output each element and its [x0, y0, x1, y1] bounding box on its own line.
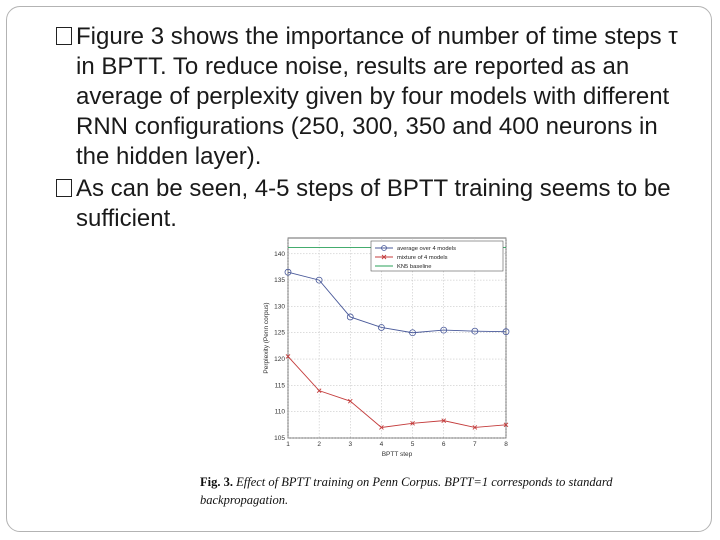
- data-point: [472, 425, 478, 430]
- bullet-item: As can be seen, 4-5 steps of BPTT traini…: [56, 174, 696, 234]
- x-tick-label: 7: [473, 441, 477, 448]
- figure-caption: Fig. 3. Effect of BPTT training on Penn …: [200, 473, 620, 509]
- caption-body: Effect of BPTT training on Penn Corpus. …: [200, 475, 613, 507]
- bptt-perplexity-chart: 105 110 115 120 125 130 135 140 1 2 3 4 5 6 7 8 BPTT ste…: [263, 237, 510, 458]
- y-tick-label: 110: [275, 409, 286, 416]
- legend-marker: [381, 254, 387, 260]
- data-point: [503, 422, 509, 428]
- data-point: [441, 418, 447, 423]
- x-tick-label: 5: [411, 441, 415, 448]
- y-tick-label: 135: [274, 277, 285, 284]
- x-axis-label: BPTT step: [382, 451, 413, 458]
- y-tick-label: 120: [274, 356, 285, 363]
- data-point: [284, 268, 292, 276]
- bullet-item: Figure 3 shows the importance of number …: [56, 22, 696, 172]
- data-point: [346, 313, 354, 321]
- bullet-list: Figure 3 shows the importance of number …: [56, 22, 696, 236]
- data-point: [379, 425, 384, 430]
- x-tick-label: 4: [380, 441, 384, 448]
- legend-marker: [381, 245, 387, 251]
- bullet-text: Figure 3 shows the importance of number …: [76, 23, 678, 170]
- data-point: [471, 327, 479, 335]
- y-tick-label: 130: [274, 303, 285, 310]
- data-point: [409, 329, 416, 337]
- x-tick-label: 3: [348, 441, 352, 448]
- data-point: [347, 398, 353, 404]
- y-tick-label: 140: [274, 251, 285, 258]
- bullet-text: As can be seen, 4-5 steps of BPTT traini…: [76, 175, 671, 232]
- series-line: [287, 271, 507, 334]
- caption-lead: Fig. 3.: [200, 475, 233, 489]
- y-tick-label: 125: [274, 330, 285, 337]
- x-tick-label: 8: [504, 441, 508, 448]
- y-tick-label: 115: [275, 382, 286, 389]
- x-tick-label: 2: [317, 441, 321, 448]
- data-point: [440, 326, 448, 334]
- bullet-box-icon: [56, 27, 72, 45]
- series-line: [287, 356, 507, 428]
- plot-area: [287, 237, 507, 439]
- x-tick-label: 1: [286, 441, 290, 448]
- y-tick-label: 105: [274, 435, 285, 442]
- legend-label: average over 4 models: [397, 246, 456, 252]
- legend-label: mixture of 4 models: [397, 255, 448, 261]
- data-point: [410, 420, 415, 426]
- y-axis-label: Perplexity (Penn corpus): [263, 302, 270, 373]
- data-point: [502, 328, 510, 336]
- legend-label: KN5 baseline: [397, 264, 431, 270]
- data-point: [315, 276, 323, 284]
- data-point: [285, 354, 291, 359]
- data-point: [316, 388, 322, 393]
- bullet-box-icon: [56, 179, 72, 197]
- data-point: [378, 324, 385, 331]
- x-tick-label: 6: [442, 441, 446, 448]
